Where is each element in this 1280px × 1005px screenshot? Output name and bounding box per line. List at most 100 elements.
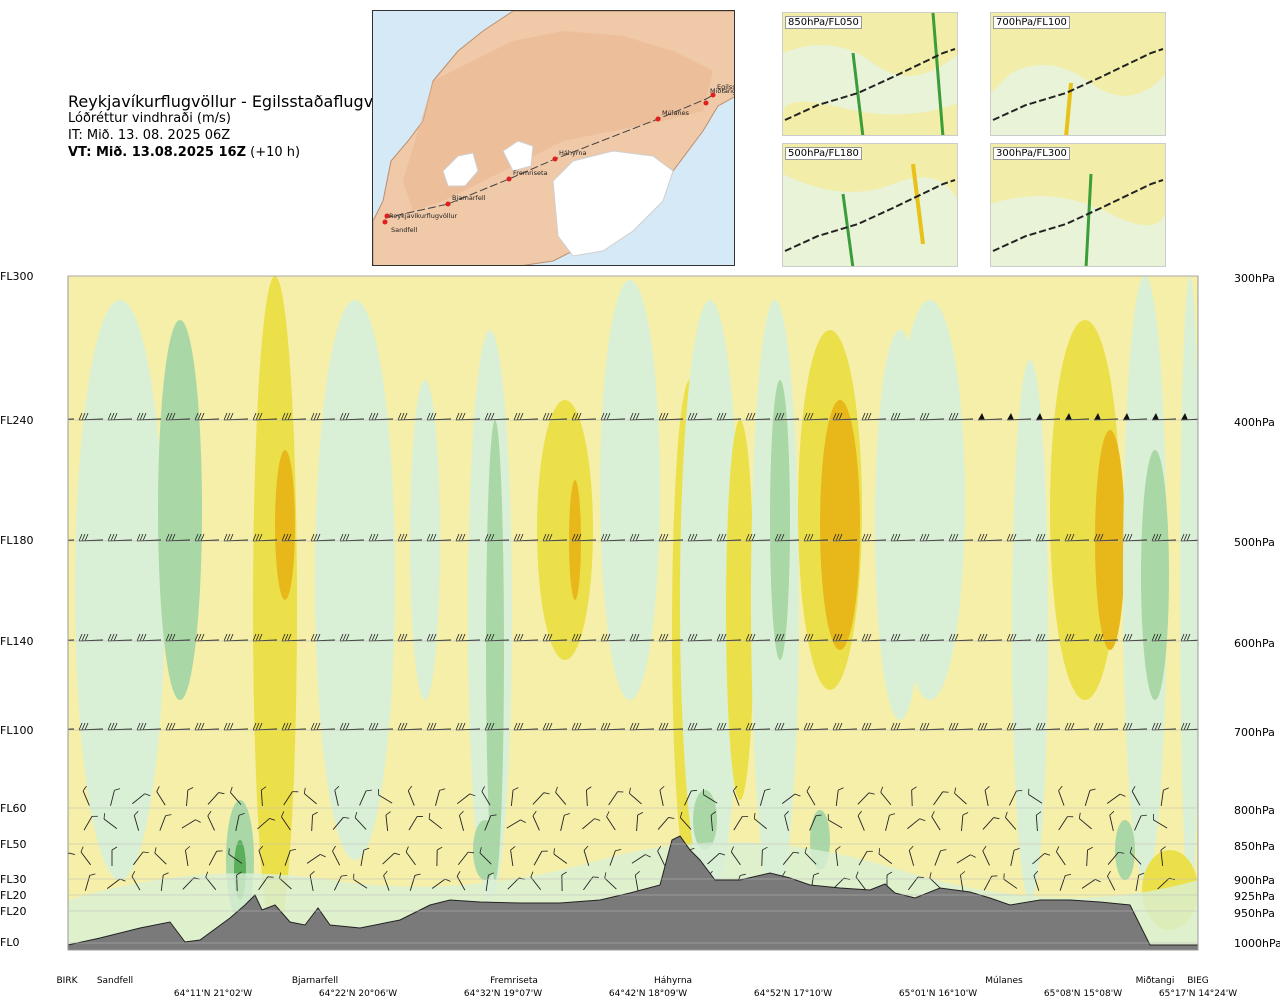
x-coord-label: 64°52'N 17°10'W [753, 989, 833, 999]
y-label-left: FL50 [0, 838, 27, 851]
wind-barb [631, 854, 651, 864]
wind-barb [835, 787, 844, 807]
wind-barb [827, 814, 843, 829]
wind-barb [284, 848, 297, 866]
x-station-label: Múlanes [985, 976, 1023, 986]
heatmap-contour [726, 420, 754, 800]
heatmap-contour [537, 400, 593, 660]
wind-barb [746, 276, 759, 277]
wind-barb [436, 846, 443, 867]
wind-barb [933, 791, 949, 806]
wind-barb [133, 810, 140, 831]
x-coord-label: 65°01'N 16°10'W [898, 989, 978, 999]
wind-barb [809, 814, 822, 831]
wind-barb [485, 872, 494, 892]
wind-barb [111, 846, 118, 866]
wind-barb [68, 852, 75, 865]
wind-barb [354, 811, 367, 830]
heatmap-contour [158, 320, 202, 700]
wind-barb [378, 789, 393, 804]
wind-barb [1152, 276, 1165, 277]
wind-barb [408, 816, 423, 831]
wind-barb [542, 722, 568, 731]
wind-barb [1008, 790, 1023, 806]
wind-barb [353, 873, 368, 889]
wind-barb [82, 785, 90, 806]
wind-barb [1028, 788, 1043, 804]
wind-barb [560, 813, 570, 831]
wind-barb [205, 871, 217, 890]
wind-barb [572, 276, 585, 277]
wind-barb [1181, 276, 1194, 277]
x-station-label: Háhyrna [653, 976, 693, 986]
x-station-label: Bjarnarfell [291, 976, 339, 986]
wind-barb [679, 811, 692, 830]
y-label-right: 850hPa [1234, 840, 1275, 853]
wind-barb [208, 850, 223, 866]
wind-barb [862, 276, 875, 277]
x-coord-label: 64°22'N 20°06'W [318, 989, 398, 999]
wind-barb [956, 854, 976, 864]
level-gridlines [68, 275, 1198, 944]
wind-barb [1135, 872, 1145, 891]
wind-barb [784, 810, 789, 831]
x-station-label: Sandfell [96, 976, 134, 986]
wind-barb [260, 786, 267, 807]
wind-barb [782, 851, 800, 865]
wind-barb [555, 786, 567, 805]
wind-barb [228, 848, 243, 864]
wind-barb [858, 850, 873, 866]
y-label-left: FL100 [0, 724, 34, 737]
route-waypoint [703, 100, 709, 106]
heatmap-contour [410, 380, 440, 700]
wind-barb [281, 811, 291, 831]
wind-barb [1007, 276, 1020, 277]
wind-barb [657, 845, 666, 866]
x-station-label: Fremriseta [490, 976, 538, 986]
wind-barb [803, 533, 829, 542]
heatmap-field [68, 276, 1198, 950]
wind-barb [1160, 787, 1169, 807]
wind-barb [553, 848, 568, 864]
wind-barb [684, 789, 698, 806]
wind-barb [506, 819, 526, 829]
wind-barb [235, 812, 245, 831]
wind-barb [1107, 851, 1125, 865]
wind-barb [891, 276, 904, 277]
wind-barb [920, 276, 933, 277]
wind-barb [332, 816, 350, 830]
wind-barb [484, 814, 497, 831]
y-label-right: 900hPa [1234, 874, 1275, 887]
wind-barb [1106, 793, 1126, 804]
wind-barb [1058, 785, 1065, 806]
wind-barb [1033, 870, 1040, 891]
wind-barb [252, 412, 278, 421]
thumb-500: 500hPa/FL180 [782, 143, 958, 267]
wind-barb [514, 276, 527, 277]
wind-barb [1058, 816, 1074, 831]
wind-barb [583, 845, 590, 866]
wind-barb [207, 810, 215, 831]
wind-barb [604, 872, 617, 890]
wind-barb [532, 792, 550, 805]
valid-time-bold: VT: Mið. 13.08.2025 16Z [68, 145, 247, 160]
route-waypoint [710, 92, 716, 98]
heatmap-contour [770, 380, 790, 660]
heatmap-contour [680, 300, 740, 900]
x-coord-label: 64°42'N 18°09'W [608, 989, 688, 999]
route-waypoint-label: Miðtangi [710, 87, 735, 95]
wind-barb [804, 276, 817, 277]
wind-barb [383, 870, 390, 891]
wind-barb [982, 845, 990, 866]
glacier-large [552, 150, 674, 257]
wind-barb [132, 793, 151, 805]
wind-barb [984, 785, 990, 806]
glacier-small-2 [502, 140, 534, 172]
wind-barb [629, 787, 642, 805]
thumb-700: 700hPa/FL100 [990, 12, 1166, 136]
wind-barb [230, 786, 242, 805]
y-label-left: FL140 [0, 635, 34, 648]
y-label-right: 300hPa [1234, 272, 1275, 285]
y-label-right: 700hPa [1234, 726, 1275, 739]
valid-time: VT: Mið. 13.08.2025 16Z (+10 h) [68, 144, 409, 161]
